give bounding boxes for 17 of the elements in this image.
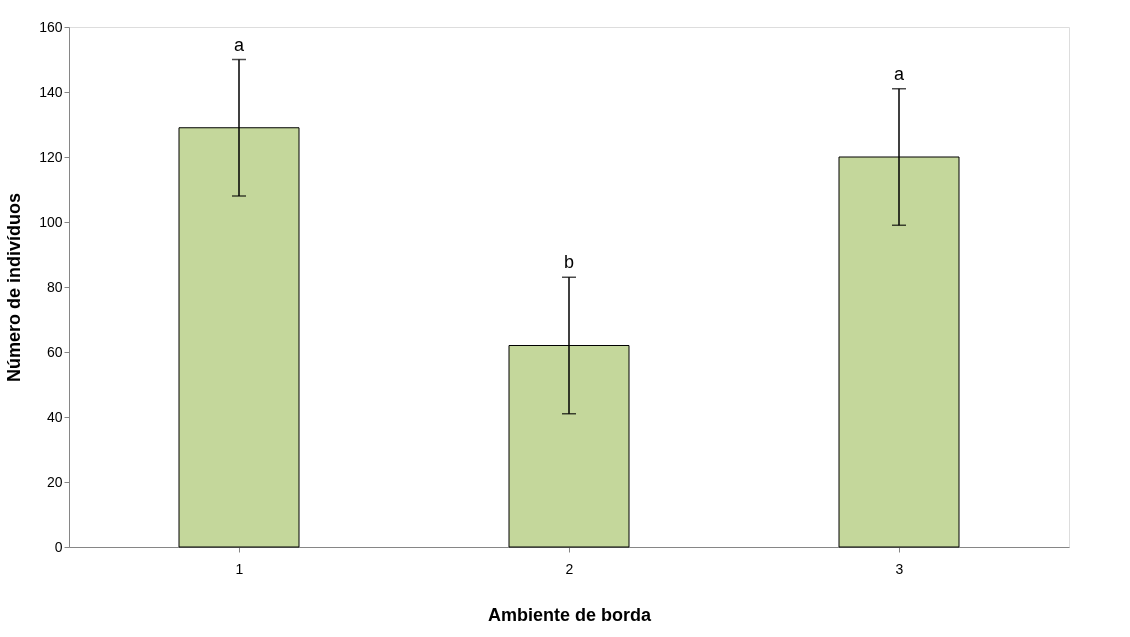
y-tick-label: 140 xyxy=(39,83,63,100)
y-tick-label: 20 xyxy=(46,473,63,490)
y-tick-label: 80 xyxy=(46,278,63,295)
y-tick-label: 100 xyxy=(39,213,63,230)
y-axis-title: Número de indivíduos xyxy=(4,192,25,383)
y-tick-label: 120 xyxy=(39,148,63,165)
annotation: b xyxy=(563,252,575,273)
y-tick-label: 40 xyxy=(46,408,63,425)
x-axis-title: Ambiente de borda xyxy=(487,604,652,625)
annotation: a xyxy=(893,63,905,84)
annotation: a xyxy=(233,34,245,55)
x-tick-label: 3 xyxy=(895,560,904,577)
y-tick-label: 0 xyxy=(54,538,63,555)
y-tick-label: 60 xyxy=(46,343,63,360)
x-tick-label: 1 xyxy=(235,560,244,577)
x-tick-label: 2 xyxy=(565,560,574,577)
y-tick-label: 160 xyxy=(39,18,63,35)
